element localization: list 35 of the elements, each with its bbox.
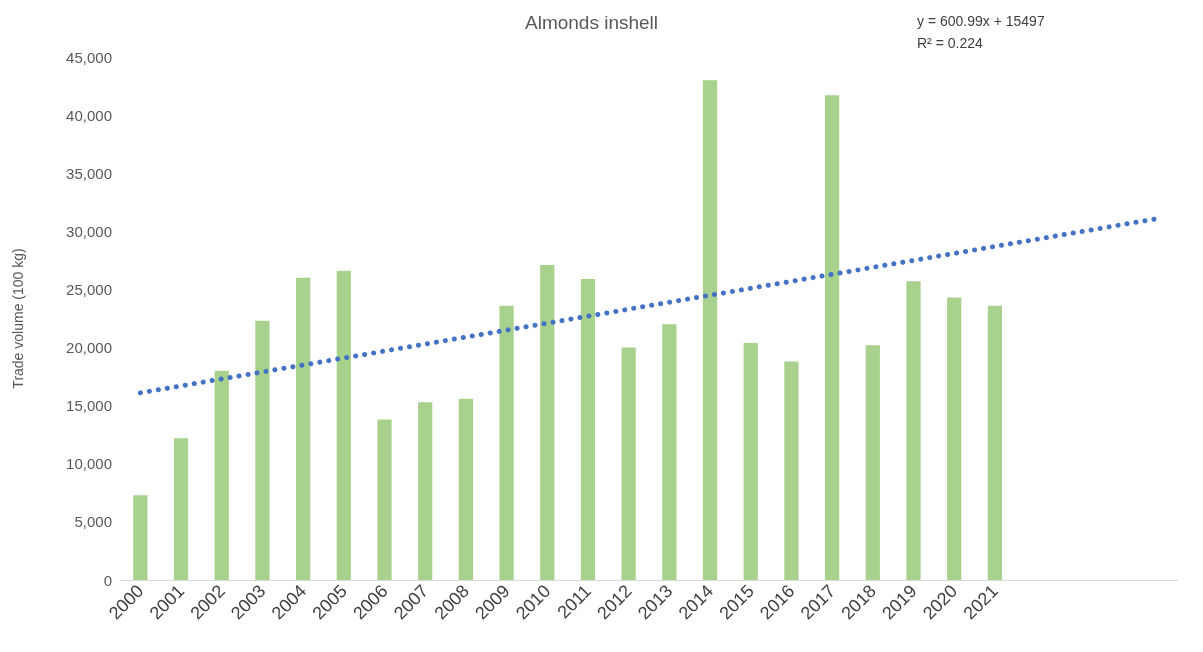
y-tick-label: 45,000 (66, 48, 112, 66)
bar (458, 398, 474, 580)
bar (336, 270, 351, 580)
y-tick-label: 10,000 (66, 455, 112, 473)
bar (377, 419, 392, 580)
y-tick-label: 35,000 (66, 164, 112, 182)
y-axis-title: Trade volume (100 kg) (10, 248, 26, 389)
y-tick-label: 0 (103, 571, 112, 589)
bar (743, 342, 758, 580)
bar (947, 297, 962, 580)
bar (784, 361, 799, 580)
chart-title: Almonds inshell (525, 12, 659, 33)
bar (255, 320, 270, 580)
y-tick-label: 40,000 (66, 106, 112, 124)
bar (906, 281, 921, 580)
bar (295, 277, 311, 580)
y-tick-label: 5,000 (74, 513, 112, 531)
y-tick-label: 30,000 (66, 222, 112, 240)
bar (987, 305, 1003, 580)
bar (418, 402, 433, 580)
bar (173, 438, 189, 580)
bar (824, 95, 840, 580)
bar (865, 345, 880, 580)
y-tick-label: 25,000 (66, 280, 112, 298)
bar (662, 324, 677, 580)
bar (499, 305, 514, 580)
bar (214, 370, 229, 580)
bar (133, 495, 148, 580)
bar (621, 347, 636, 580)
bar (540, 265, 555, 580)
y-tick-label: 20,000 (66, 339, 112, 357)
bar (702, 80, 718, 580)
y-tick-label: 15,000 (66, 397, 112, 415)
text: y = 600.99x + 15497 R² = 0.224 (917, 13, 1045, 51)
bar (580, 278, 596, 580)
